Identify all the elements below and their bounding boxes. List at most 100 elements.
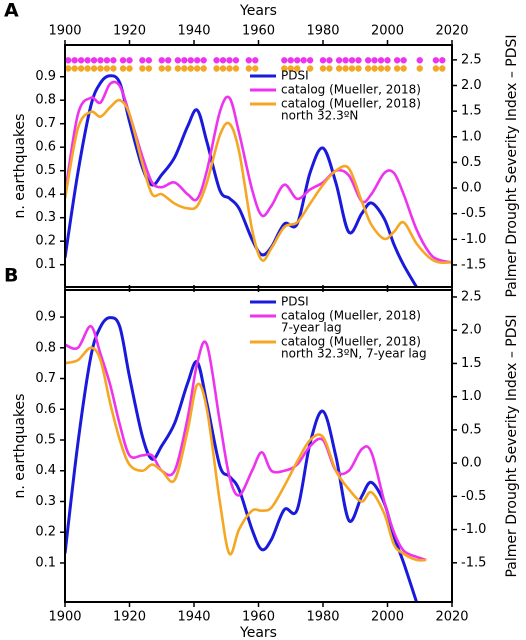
legend-label: catalog (Mueller, 2018)	[281, 97, 421, 111]
y2-tick-label: -1.0	[461, 232, 486, 247]
y-tick-label: 0.5	[35, 433, 56, 448]
legend-label: catalog (Mueller, 2018)	[281, 83, 421, 97]
event-dot	[400, 65, 407, 72]
plot-area	[65, 74, 452, 287]
y-tick-label: 0.9	[35, 310, 56, 325]
plot-area	[65, 316, 427, 602]
event-dot	[119, 57, 127, 64]
x-tick-label: 1900	[48, 610, 81, 625]
event-dot	[126, 65, 133, 72]
event-dot	[71, 57, 78, 64]
y2-tick-label: -1.0	[461, 522, 486, 537]
event-dot	[219, 57, 227, 64]
event-dot	[287, 65, 294, 72]
y2-tick-label: 2.5	[461, 52, 482, 67]
y2-tick-label: 2.5	[461, 289, 482, 304]
event-dot	[232, 65, 240, 72]
x-tick-label: 1980	[306, 24, 339, 39]
event-dot	[200, 65, 207, 72]
y-tick-label: 0.5	[35, 163, 56, 178]
series-line	[65, 98, 452, 264]
legend-label: north 32.3ºN, 7-year lag	[281, 347, 427, 361]
event-dot	[187, 65, 194, 72]
event-dot	[165, 65, 172, 72]
event-dot	[126, 57, 133, 64]
x-tick-label: 2000	[371, 24, 404, 39]
event-dot	[364, 57, 372, 64]
event-dot	[294, 65, 301, 72]
x-tick-label: 2020	[435, 610, 468, 625]
y2-tick-label: 2.0	[461, 78, 482, 93]
y-tick-label: 0.2	[35, 234, 56, 249]
y2-tick-label: 0.5	[461, 422, 482, 437]
event-dot	[432, 65, 440, 72]
event-dot	[194, 57, 201, 64]
y-tick-label: 0.3	[35, 210, 56, 225]
event-dot	[103, 57, 111, 64]
event-dot	[439, 57, 446, 64]
legend-label: north 32.3ºN	[281, 109, 358, 123]
event-dot	[139, 57, 146, 64]
event-dot	[371, 57, 378, 64]
event-dot	[377, 65, 385, 72]
event-dot	[174, 65, 182, 72]
event-dot	[165, 57, 172, 64]
event-dot	[71, 65, 78, 72]
panel: 1900 1920 1940 1960 1980 2000 2020 Years 0.1 0.2 0…	[4, 0, 520, 298]
event-dot	[252, 65, 259, 72]
y-tick-label: 0.4	[35, 463, 56, 478]
series-line	[65, 316, 418, 602]
event-dot	[342, 65, 349, 72]
y-tick-label: 0.4	[35, 187, 56, 202]
event-dot	[158, 65, 165, 72]
event-dot	[90, 65, 98, 72]
event-dot	[181, 57, 188, 64]
event-dot	[65, 65, 72, 72]
event-dot	[364, 65, 372, 72]
y2-tick-label: -0.5	[461, 489, 486, 504]
y2-tick-label: -1.5	[461, 555, 486, 570]
event-dot	[84, 65, 91, 72]
y2-tick-label: -0.5	[461, 206, 486, 221]
y-tick-label: 0.7	[35, 371, 56, 386]
y-tick-label: 0.7	[35, 116, 56, 131]
event-dot	[77, 57, 85, 64]
event-dot	[319, 65, 327, 72]
event-dot	[306, 65, 314, 72]
event-dot	[335, 65, 343, 72]
event-dot	[335, 57, 343, 64]
y-tick-label: 0.3	[35, 494, 56, 509]
y-tick-label: 0.1	[35, 555, 56, 570]
y2-axis-label: Palmer Drought Severity Index – PDSI	[504, 314, 520, 577]
event-dot	[281, 57, 288, 64]
event-dot	[245, 57, 253, 64]
event-dot	[97, 65, 104, 72]
event-dot	[226, 65, 233, 72]
panel-label: A	[4, 0, 19, 22]
plot-frame	[64, 289, 453, 603]
y2-tick-label: -1.5	[461, 257, 486, 272]
y2-tick-label: 0.5	[461, 155, 482, 170]
event-dot	[300, 57, 307, 64]
event-dot	[213, 65, 220, 72]
legend-label: PDSI	[281, 69, 309, 83]
event-dot	[187, 57, 194, 64]
event-dot	[219, 65, 227, 72]
y-tick-label: 0.8	[35, 340, 56, 355]
event-dot	[84, 57, 91, 64]
event-dot	[416, 65, 423, 72]
event-dot	[371, 65, 378, 72]
series-line	[65, 325, 427, 562]
event-dot	[226, 57, 233, 64]
legend-label: catalog (Mueller, 2018)	[281, 309, 421, 323]
series-line	[65, 80, 452, 264]
x-tick-label: 1940	[177, 610, 210, 625]
event-dot	[119, 65, 127, 72]
event-dot	[103, 65, 111, 72]
event-dot	[77, 65, 85, 72]
event-dot	[377, 57, 385, 64]
event-dot	[158, 57, 165, 64]
y2-tick-label: 1.5	[461, 104, 482, 119]
event-dot	[393, 65, 401, 72]
y2-tick-label: 0.0	[461, 456, 482, 471]
